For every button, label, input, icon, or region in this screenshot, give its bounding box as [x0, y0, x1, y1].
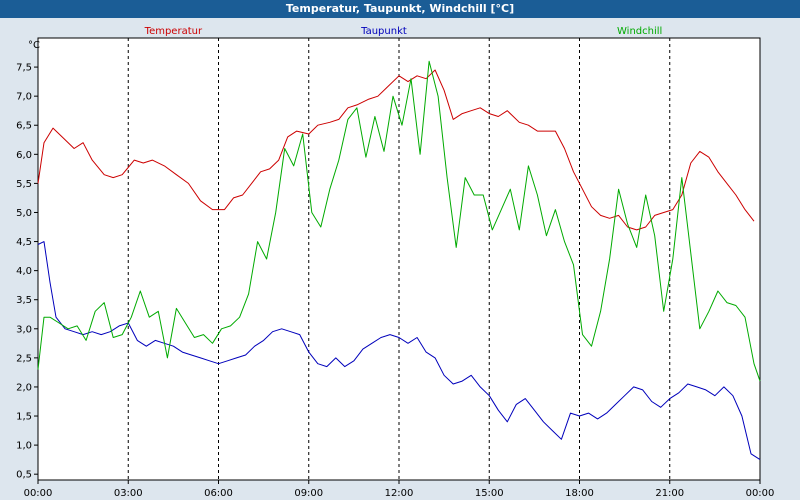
y-tick-label: 5,0	[16, 208, 32, 219]
window-title: Temperatur, Taupunkt, Windchill [°C]	[0, 0, 800, 18]
x-tick-label-time: 21:00	[655, 488, 684, 499]
x-tick-label-time: 15:00	[475, 488, 504, 499]
y-tick-label: 1,0	[16, 441, 32, 452]
line-chart: °C 00:0008.04.2203:0008.04.2206:0008.04.…	[16, 26, 775, 499]
y-tick-label: 7,5	[16, 63, 32, 74]
legend: Temperatur Taupunkt Windchill	[144, 26, 663, 37]
y-tick-label: 6,5	[16, 121, 32, 132]
legend-label-taupunkt: Taupunkt	[360, 26, 407, 37]
y-tick-label: 1,5	[16, 412, 32, 423]
y-tick-label: 0,5	[16, 470, 32, 481]
x-tick-label-time: 12:00	[385, 488, 414, 499]
y-tick-label: 6,0	[16, 150, 32, 161]
y-tick-label: 2,5	[16, 353, 32, 364]
x-tick-label-time: 09:00	[294, 488, 323, 499]
y-tick-label: 3,5	[16, 295, 32, 306]
series-line-temperatur	[37, 69, 755, 231]
y-tick-label: 4,5	[16, 237, 32, 248]
y-tick-label: 2,0	[16, 382, 32, 393]
series	[37, 60, 761, 461]
series-line-windchill	[37, 60, 761, 382]
x-tick-label-time: 06:00	[204, 488, 233, 499]
y-tick-label: 4,0	[16, 266, 32, 277]
x-tick-label-time: 18:00	[565, 488, 594, 499]
y-axis-unit: °C	[28, 40, 40, 51]
x-tick-label-time: 03:00	[114, 488, 143, 499]
axes: 00:0008.04.2203:0008.04.2206:0008.04.220…	[16, 63, 775, 499]
grid	[127, 38, 671, 480]
legend-label-windchill: Windchill	[617, 26, 662, 37]
y-tick-label: 3,0	[16, 324, 32, 335]
y-tick-label: 5,5	[16, 179, 32, 190]
x-tick-label-time: 00:00	[24, 488, 53, 499]
y-tick-label: 7,0	[16, 92, 32, 103]
series-line-taupunkt	[37, 241, 761, 461]
x-tick-label-time: 00:00	[746, 488, 775, 499]
legend-label-temperatur: Temperatur	[144, 26, 203, 37]
